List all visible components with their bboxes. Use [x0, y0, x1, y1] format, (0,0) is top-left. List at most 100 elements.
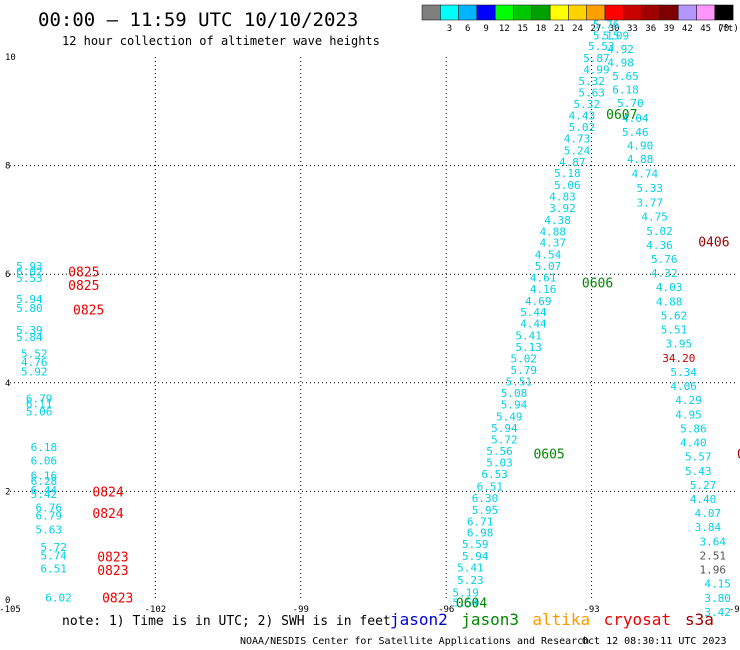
wave-height-label: 5.84: [16, 331, 43, 344]
wave-height-label: 5.27: [690, 479, 717, 492]
legend-unit: (ft): [717, 24, 739, 34]
wave-height-label: 4.37: [540, 237, 567, 250]
y-tick-label: 10: [5, 53, 16, 63]
satellite-name: cryosat: [604, 610, 671, 629]
wave-height-label: 6.16: [31, 470, 58, 483]
wave-height-label: 4.98: [607, 56, 634, 69]
wave-height-label: 5.94: [462, 550, 489, 563]
wave-height-label: 5.41: [515, 330, 542, 343]
wave-height-label: 5.39: [16, 324, 43, 337]
x-tick-label: -90: [729, 605, 740, 615]
satellite-name: jason3: [461, 610, 519, 629]
wave-height-label: 4.54: [535, 249, 562, 262]
wave-height-label: 4.36: [646, 239, 673, 252]
satellite-name: s3a: [685, 610, 714, 629]
legend-swatch: [696, 4, 716, 21]
wave-height-label: 4.15: [704, 578, 731, 591]
wave-height-label: 5.63: [578, 86, 605, 99]
pass-time-label: 0606: [582, 276, 613, 291]
pass-time-label: 0823: [97, 551, 128, 566]
y-tick-label: 6: [5, 270, 10, 280]
wave-height-label: 6.51: [40, 563, 67, 576]
x-tick-label: -105: [0, 605, 21, 615]
satellite-name: altika: [532, 610, 590, 629]
legend-swatch: [476, 4, 496, 21]
wave-height-label: 5.92: [21, 365, 48, 378]
x-tick-label: -102: [145, 605, 167, 615]
footnote: note: 1) Time is in UTC; 2) SWH is in fe…: [62, 614, 391, 629]
legend-bin-label: 27: [590, 24, 601, 34]
wave-height-label: 4.90: [627, 140, 654, 153]
legend-bin-label: 36: [645, 24, 656, 34]
legend-swatch: [494, 4, 514, 21]
wave-height-label: 6.44: [31, 484, 58, 497]
wave-height-label: 34.20: [662, 352, 695, 365]
wave-height-label: 5.03: [486, 457, 513, 470]
legend-bin-label: 9: [483, 24, 488, 34]
wave-height-label: 5.87: [583, 52, 610, 65]
wave-height-label: 2.51: [700, 549, 727, 562]
wave-height-label: 5.51: [506, 376, 533, 389]
wave-height-label: 5.02: [646, 225, 673, 238]
generated-timestamp: Oct 12 08:30:11 UTC 2023: [582, 636, 727, 647]
wave-height-label: 4.43: [569, 110, 596, 123]
wave-height-label: 6.02: [45, 591, 72, 604]
wave-height-label: 5.15: [593, 29, 620, 42]
wave-height-label: 5.23: [457, 574, 484, 587]
wave-height-label: 5.51: [661, 324, 688, 337]
wave-height-label: 6.98: [467, 527, 494, 540]
wave-height-label: 4.69: [525, 295, 552, 308]
wave-height-label: 6.79: [26, 393, 53, 406]
chart-subtitle: 12 hour collection of altimeter wave hei…: [62, 34, 380, 48]
wave-height-label: 5.80: [16, 302, 43, 315]
wave-height-label: 3.95: [666, 338, 693, 351]
legend-swatch: [568, 4, 587, 21]
satellite-legend: jason2 jason3 altika cryosat s3a: [390, 610, 714, 629]
wave-height-label: 4.88: [627, 153, 654, 166]
legend-swatch: [714, 4, 734, 21]
pass-time-label: 0605: [533, 447, 564, 462]
pass-time-label: 0825: [68, 265, 99, 280]
wave-height-label: 5.70: [617, 97, 644, 110]
wave-height-label: 5.86: [680, 422, 707, 435]
wave-height-label: 5.33: [637, 182, 664, 195]
wave-height-label: 5.79: [510, 364, 537, 377]
legend-bin-label: 12: [499, 24, 510, 34]
wave-height-label: 5.52: [21, 347, 48, 360]
wave-height-label: 5.95: [472, 504, 499, 517]
wave-height-label: 4.83: [549, 191, 576, 204]
legend-swatch: [549, 4, 569, 21]
wave-height-label: 5.53: [588, 40, 615, 53]
legend-bin-label: 3: [447, 24, 452, 34]
wave-height-label: 6.53: [481, 468, 508, 481]
color-scale-legend: 3 6 9 12 15 18 21 24 27 30 33 36 39 42 45 70(ft): [421, 4, 739, 34]
wave-height-label: 5.18: [554, 167, 581, 180]
legend-bin-label: 39: [664, 24, 675, 34]
y-tick-label: 2: [5, 487, 10, 497]
legend-bin-label: 21: [554, 24, 565, 34]
pass-time-label: 0825: [73, 303, 104, 318]
satellite-name: jason2: [390, 610, 448, 629]
legend-bin-label: 30: [609, 24, 620, 34]
wave-height-label: 5.06: [554, 179, 581, 192]
wave-height-label: 4.74: [632, 168, 659, 181]
wave-height-label: 6.18: [612, 84, 639, 97]
wave-height-label: 5.76: [593, 18, 620, 31]
legend-swatch: [513, 4, 533, 21]
wave-height-label: 5.57: [685, 451, 712, 464]
wave-height-label: 5.07: [535, 260, 562, 273]
x-tick-label: -99: [293, 605, 309, 615]
wave-height-label: 6.02: [16, 265, 43, 278]
pass-time-label: 0405: [737, 447, 740, 462]
wave-height-label: 5.72: [40, 541, 67, 554]
plot-area: -105-102-99-96-93-9002468105.936.025.535…: [0, 18, 740, 619]
legend-bin-label: 6: [465, 24, 470, 34]
wave-height-label: 6.06: [31, 454, 58, 467]
pass-time-label: 0604: [456, 597, 487, 612]
wave-height-label: 5.02: [510, 352, 537, 365]
wave-height-label: 3.84: [695, 521, 722, 534]
wave-height-label: 5.59: [462, 538, 489, 551]
wave-height-label: 4.40: [690, 493, 717, 506]
wave-height-label: 4.61: [530, 271, 557, 284]
